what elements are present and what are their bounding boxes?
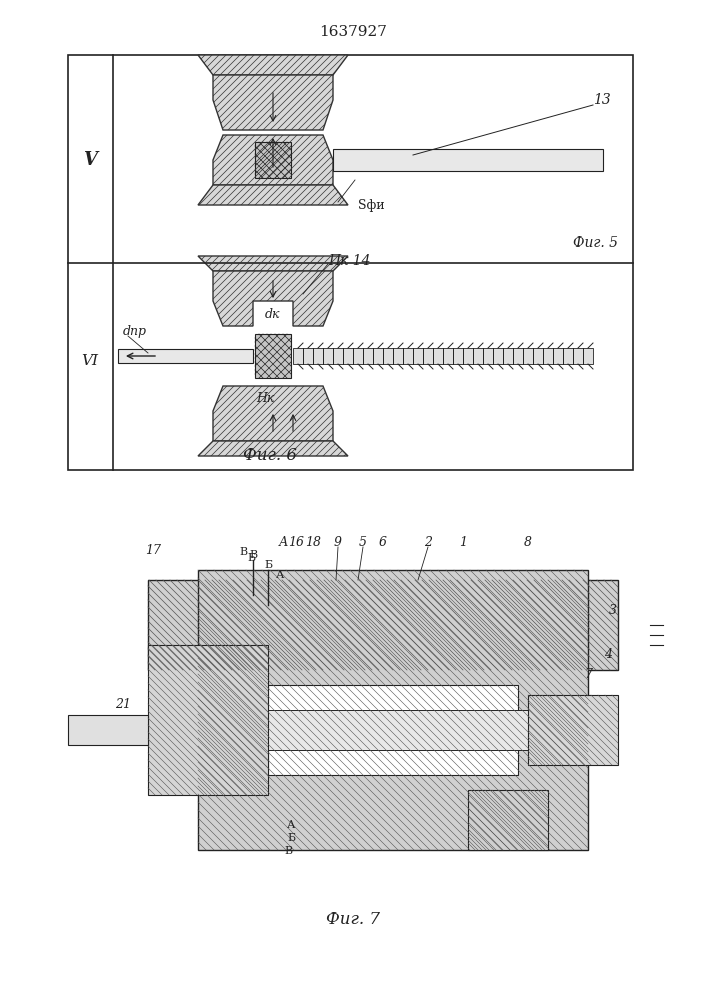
Text: 21: 21 [115,698,131,712]
Text: А: А [276,570,284,580]
Text: В: В [284,846,292,856]
Text: Фиг. 7: Фиг. 7 [326,912,380,928]
Polygon shape [198,256,348,271]
Text: 13: 13 [593,93,611,107]
Bar [468,790,548,850]
Text: 3: 3 [609,603,617,616]
Text: V: V [83,151,97,169]
Text: 9: 9 [334,536,342,548]
Polygon shape [213,135,333,185]
Text: 18: 18 [305,536,321,548]
Text: 2: 2 [424,536,432,548]
Bar [118,349,253,363]
Polygon shape [198,185,348,205]
Text: 1: 1 [459,536,467,548]
Bar [68,715,148,745]
Bar [255,334,291,378]
Text: 8: 8 [524,536,532,548]
Bar [68,55,633,470]
Text: 1637927: 1637927 [319,25,387,39]
Bar [255,142,291,178]
Text: А: А [287,820,296,830]
Polygon shape [198,441,348,456]
Text: Фиг. 5: Фиг. 5 [573,236,618,250]
Polygon shape [213,271,333,326]
Text: Фиг. 6: Фиг. 6 [243,446,297,464]
Text: Нк: Нк [256,391,274,404]
Bar [148,580,618,670]
Text: Б: Б [264,560,272,570]
Bar [148,645,268,795]
Text: Пк 14: Пк 14 [328,254,370,268]
Text: А: А [279,536,288,548]
Text: Б: Б [247,553,255,563]
Text: 6: 6 [379,536,387,548]
Text: VI: VI [81,354,98,368]
Text: 17: 17 [145,544,161,556]
Text: 4: 4 [604,648,612,662]
Bar [528,695,618,765]
Text: dк: dк [265,308,281,320]
Polygon shape [198,55,348,75]
Text: В: В [239,547,247,557]
Bar [268,685,518,775]
Bar [293,348,593,364]
Text: 7: 7 [584,668,592,682]
Bar [263,710,533,750]
Text: В: В [249,550,257,560]
Text: Б: Б [287,833,295,843]
Text: Sфи: Sфи [358,198,385,212]
Bar [198,570,588,850]
Text: 16: 16 [288,536,304,548]
Polygon shape [213,386,333,441]
Text: dпр: dпр [123,324,147,338]
Polygon shape [213,75,333,130]
Text: 5: 5 [359,536,367,548]
Bar [333,149,603,171]
